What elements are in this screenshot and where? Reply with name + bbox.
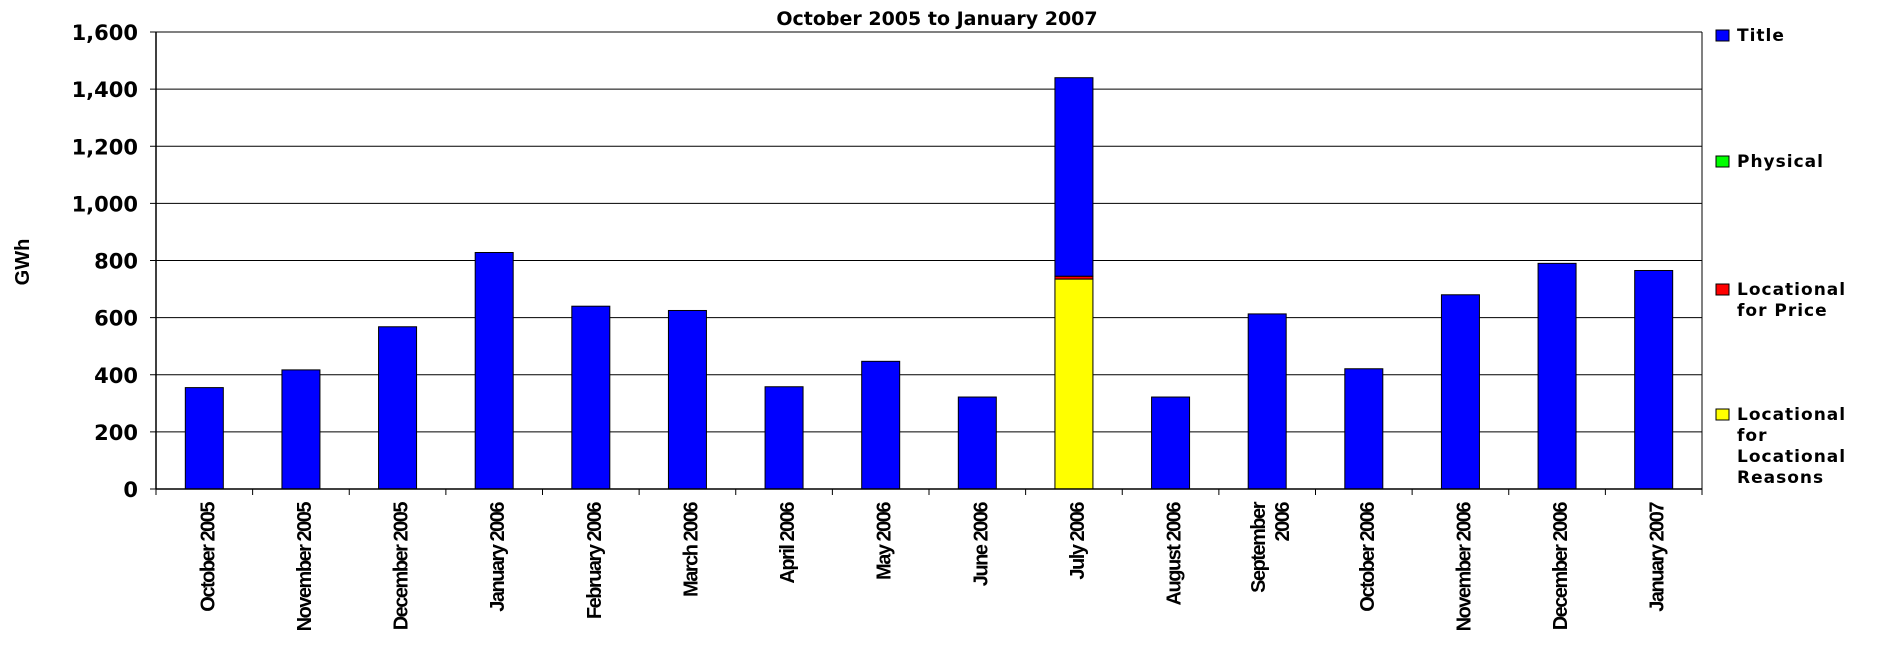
x-tick-label-line: June 2006 — [970, 502, 992, 587]
x-tick-label: January 2007 — [1647, 502, 1669, 612]
y-tick-label: 1,000 — [72, 192, 138, 216]
y-tick-label: 1,200 — [72, 135, 138, 159]
x-tick-label: August 2006 — [1164, 502, 1186, 606]
bar-segment — [281, 369, 321, 490]
bar-segment — [1054, 77, 1094, 277]
y-tick-label: 1,400 — [72, 78, 138, 102]
bar-segment — [667, 309, 707, 490]
x-tick-label-line: August 2006 — [1164, 502, 1186, 606]
legend-swatch — [1715, 29, 1730, 42]
x-tick-label: November 2006 — [1453, 502, 1475, 632]
bars — [184, 77, 1674, 490]
bar-segment — [1151, 396, 1191, 490]
x-tick-label-line: January 2006 — [487, 502, 509, 612]
bar-segment — [957, 396, 997, 490]
x-tick-label-line: May 2006 — [874, 502, 896, 580]
y-tick-label: 0 — [123, 478, 138, 502]
x-tick-label: September 2006 — [1248, 501, 1294, 593]
legend-label: Locational — [1737, 405, 1846, 425]
legend-swatch — [1715, 155, 1730, 168]
legend-item: Physical — [1715, 152, 1824, 172]
bar-segment — [571, 305, 611, 490]
x-tick-label-line: October 2006 — [1357, 502, 1379, 612]
x-tick-label: October 2005 — [197, 502, 219, 612]
bar-segment — [378, 326, 418, 490]
bar-segment — [1247, 313, 1287, 490]
x-tick-label: December 2006 — [1550, 502, 1572, 631]
x-tick-label-line: March 2006 — [680, 502, 702, 597]
y-tick-label: 200 — [94, 421, 138, 445]
x-tick-label-line: October 2005 — [197, 502, 219, 612]
x-tick-label: June 2006 — [970, 502, 992, 587]
x-tick-label: January 2006 — [487, 502, 509, 612]
legend-label: for — [1737, 426, 1767, 446]
x-tick-label: July 2006 — [1067, 502, 1089, 580]
y-tick-label: 800 — [94, 250, 138, 274]
x-tick-labels: October 2005 November 2005 December 2005 Ja… — [197, 501, 1668, 631]
bar-segment — [861, 360, 901, 490]
bar-segment — [474, 252, 514, 490]
y-tick-label: 600 — [94, 307, 138, 331]
y-tick-label: 1,600 — [72, 21, 138, 45]
x-tick-label-line: February 2006 — [584, 502, 606, 620]
x-tick-label-line: December 2006 — [1550, 502, 1572, 631]
x-tick-label-line: November 2005 — [294, 502, 316, 632]
legend-swatch — [1715, 408, 1730, 421]
bar-segment — [1344, 368, 1384, 490]
bar-segment — [764, 386, 804, 490]
x-tick-label-line: 2006 — [1272, 502, 1294, 542]
x-tick-label: December 2005 — [391, 502, 413, 631]
x-tick-label-line: September — [1248, 501, 1270, 593]
x-tick-label-line: April 2006 — [777, 502, 799, 584]
chart-title: October 2005 to January 2007 — [776, 8, 1097, 30]
x-tick-label: November 2005 — [294, 502, 316, 632]
x-tick-label: March 2006 — [680, 502, 702, 597]
y-axis-label: GWh — [12, 239, 34, 286]
x-tick-label: May 2006 — [874, 502, 896, 580]
axes — [150, 31, 1703, 495]
bar-segment — [1054, 278, 1094, 490]
legend-label: for Price — [1737, 301, 1828, 321]
legend-item: Title — [1715, 26, 1785, 46]
y-tick-labels: 0 200 400 600 800 1,000 1,200 1,400 1,600 — [72, 21, 138, 502]
x-tick-label-line: July 2006 — [1067, 502, 1089, 580]
x-tick-label-line: January 2007 — [1647, 502, 1669, 612]
legend-label: Locational — [1737, 280, 1846, 300]
y-tick-label: 400 — [94, 364, 138, 388]
legend-label: Reasons — [1737, 468, 1824, 488]
bar-segment — [184, 387, 224, 490]
legend-label: Locational — [1737, 447, 1846, 467]
legend-swatch — [1715, 283, 1730, 296]
x-tick-label-line: December 2005 — [391, 502, 413, 631]
bar-segment — [1537, 262, 1577, 490]
x-tick-label: April 2006 — [777, 502, 799, 584]
bar-segment — [1634, 269, 1674, 490]
x-tick-label: February 2006 — [584, 502, 606, 620]
legend-label: Physical — [1737, 152, 1824, 172]
x-tick-label: October 2006 — [1357, 502, 1379, 612]
legend-label: Title — [1737, 26, 1785, 46]
x-tick-label-line: November 2006 — [1453, 502, 1475, 632]
bar-segment — [1440, 294, 1480, 490]
